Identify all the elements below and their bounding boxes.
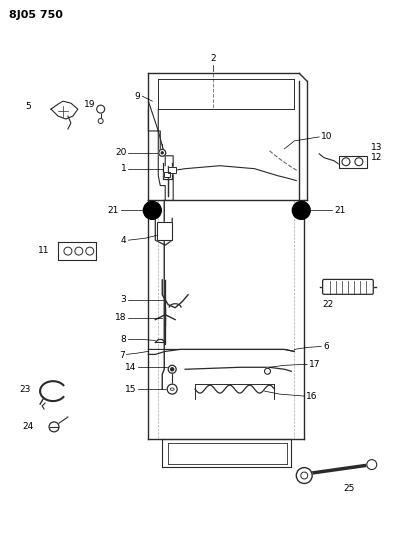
Circle shape: [342, 158, 350, 166]
Text: 7: 7: [119, 351, 124, 360]
Text: 21: 21: [334, 206, 345, 215]
Circle shape: [168, 365, 176, 373]
Circle shape: [97, 105, 105, 113]
Text: 19: 19: [84, 100, 96, 109]
Text: 17: 17: [309, 360, 321, 369]
Text: 14: 14: [125, 363, 137, 372]
Circle shape: [167, 384, 177, 394]
Text: 8: 8: [121, 335, 126, 344]
Text: 15: 15: [125, 385, 137, 394]
Text: 25: 25: [343, 484, 355, 493]
Bar: [168, 167, 176, 173]
Bar: [339, 156, 367, 168]
Text: 2: 2: [210, 54, 216, 63]
Bar: [157, 222, 172, 240]
Circle shape: [98, 118, 103, 124]
Circle shape: [355, 158, 363, 166]
Circle shape: [265, 368, 270, 374]
Text: 4: 4: [121, 236, 126, 245]
Text: 21: 21: [107, 206, 118, 215]
Circle shape: [64, 247, 72, 255]
Bar: [164, 172, 170, 176]
Text: 13: 13: [371, 143, 382, 152]
Circle shape: [143, 201, 161, 220]
Text: 3: 3: [121, 295, 126, 304]
Circle shape: [75, 247, 83, 255]
Circle shape: [86, 247, 94, 255]
Circle shape: [49, 422, 59, 432]
FancyBboxPatch shape: [323, 279, 373, 294]
Text: 9: 9: [135, 92, 141, 101]
Text: 8J05 750: 8J05 750: [10, 10, 63, 20]
Text: 22: 22: [322, 300, 333, 309]
Text: 5: 5: [25, 102, 31, 111]
Text: 12: 12: [371, 154, 382, 162]
Circle shape: [301, 472, 308, 479]
Text: 20: 20: [115, 148, 126, 157]
Circle shape: [296, 467, 312, 483]
Ellipse shape: [170, 388, 174, 390]
Circle shape: [159, 149, 166, 156]
Circle shape: [161, 152, 163, 154]
Circle shape: [171, 368, 174, 371]
Text: 23: 23: [20, 385, 31, 394]
Text: 6: 6: [323, 342, 329, 351]
Bar: [164, 172, 170, 176]
Text: 10: 10: [321, 132, 333, 141]
Text: 11: 11: [38, 246, 49, 255]
Text: 16: 16: [306, 392, 318, 401]
Circle shape: [292, 201, 310, 220]
Text: 18: 18: [115, 313, 126, 322]
Text: 1: 1: [121, 164, 126, 173]
Bar: [168, 167, 176, 173]
Bar: [339, 156, 367, 168]
Polygon shape: [58, 242, 96, 260]
Bar: [157, 222, 172, 240]
Text: 24: 24: [22, 422, 33, 431]
Circle shape: [367, 459, 377, 470]
